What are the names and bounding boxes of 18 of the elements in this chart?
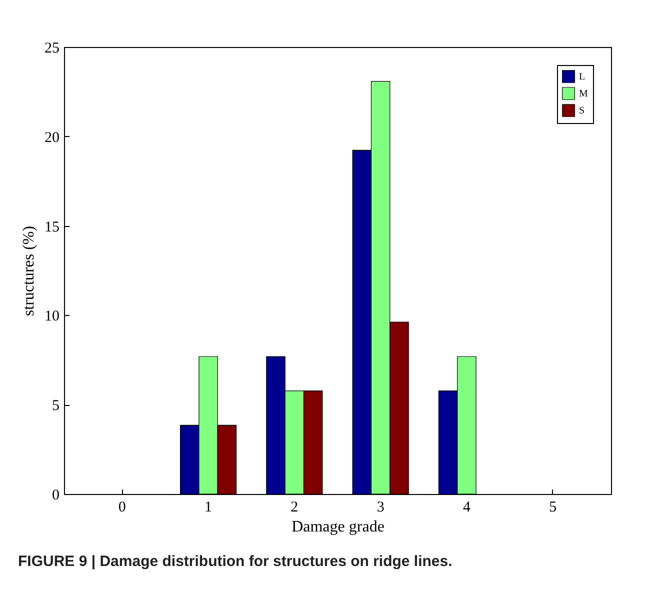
x-tick-label: 3 (376, 500, 384, 516)
y-tick-label: 5 (52, 398, 60, 414)
y-tick-label: 20 (44, 130, 60, 146)
y-tick-label: 25 (44, 40, 60, 56)
caption: FIGURE 9 | Damage distribution for structures on ridge lines. (18, 553, 454, 570)
x-tick-label: 2 (290, 500, 298, 516)
y-tick-label: 0 (52, 488, 60, 504)
legend-label: S (579, 106, 585, 116)
x-tick-label: 4 (462, 500, 471, 516)
y-tick-label: 15 (44, 219, 60, 236)
legend-label: L (579, 72, 586, 82)
legend-label: M (579, 88, 588, 100)
x-tick-label: 0 (118, 500, 126, 516)
x-axis-title: Damage grade (292, 518, 384, 536)
x-tick-label: 1 (204, 500, 212, 516)
y-tick-label: 10 (44, 308, 60, 325)
x-tick-label: 5 (549, 500, 557, 516)
y-axis-title: structures (%) (20, 226, 38, 316)
